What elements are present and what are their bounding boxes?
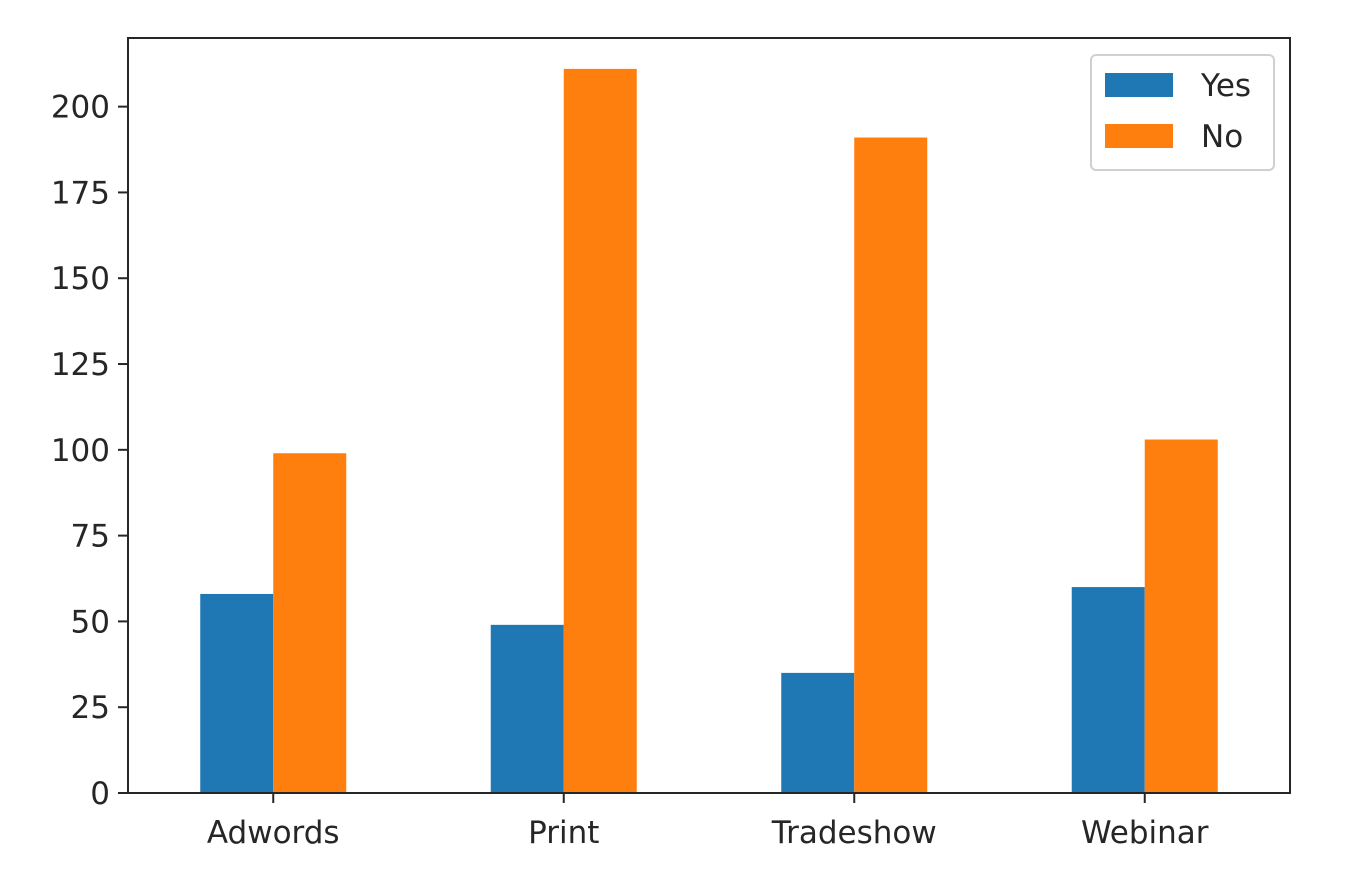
y-tick-label: 150 [51,261,110,297]
bar-yes-webinar [1071,587,1145,793]
y-tick-label: 125 [51,347,110,383]
legend-label-yes: Yes [1200,68,1251,104]
bar-yes-adwords [200,593,274,793]
bars-layer [200,68,1218,794]
x-tick-label: Webinar [1081,815,1209,851]
bar-no-adwords [273,453,347,793]
bar-yes-tradeshow [781,672,855,793]
bar-no-tradeshow [854,137,928,794]
y-tick-label: 75 [71,519,110,555]
legend-swatch-no [1105,124,1173,148]
y-tick-label: 200 [51,90,110,126]
y-tick-label: 25 [71,690,110,726]
x-tick-label: Tradeshow [771,815,937,851]
legend: Yes No [1090,54,1275,171]
y-axis: 0 25 50 75 100 125 150 175 200 [51,90,128,812]
x-tick-label: Print [528,815,599,851]
y-tick-label: 100 [51,433,110,469]
y-tick-label: 0 [90,776,110,812]
y-tick-label: 50 [71,604,110,640]
x-axis: Adwords Print Tradeshow Webinar [207,793,1209,851]
bar-no-print [563,68,637,794]
bar-no-webinar [1144,439,1218,793]
plot-frame [127,37,1291,794]
bar-yes-print [490,624,564,793]
legend-swatch-yes [1105,73,1173,97]
y-tick-label: 175 [51,175,110,211]
legend-label-no: No [1201,119,1243,155]
x-tick-label: Adwords [207,815,340,851]
